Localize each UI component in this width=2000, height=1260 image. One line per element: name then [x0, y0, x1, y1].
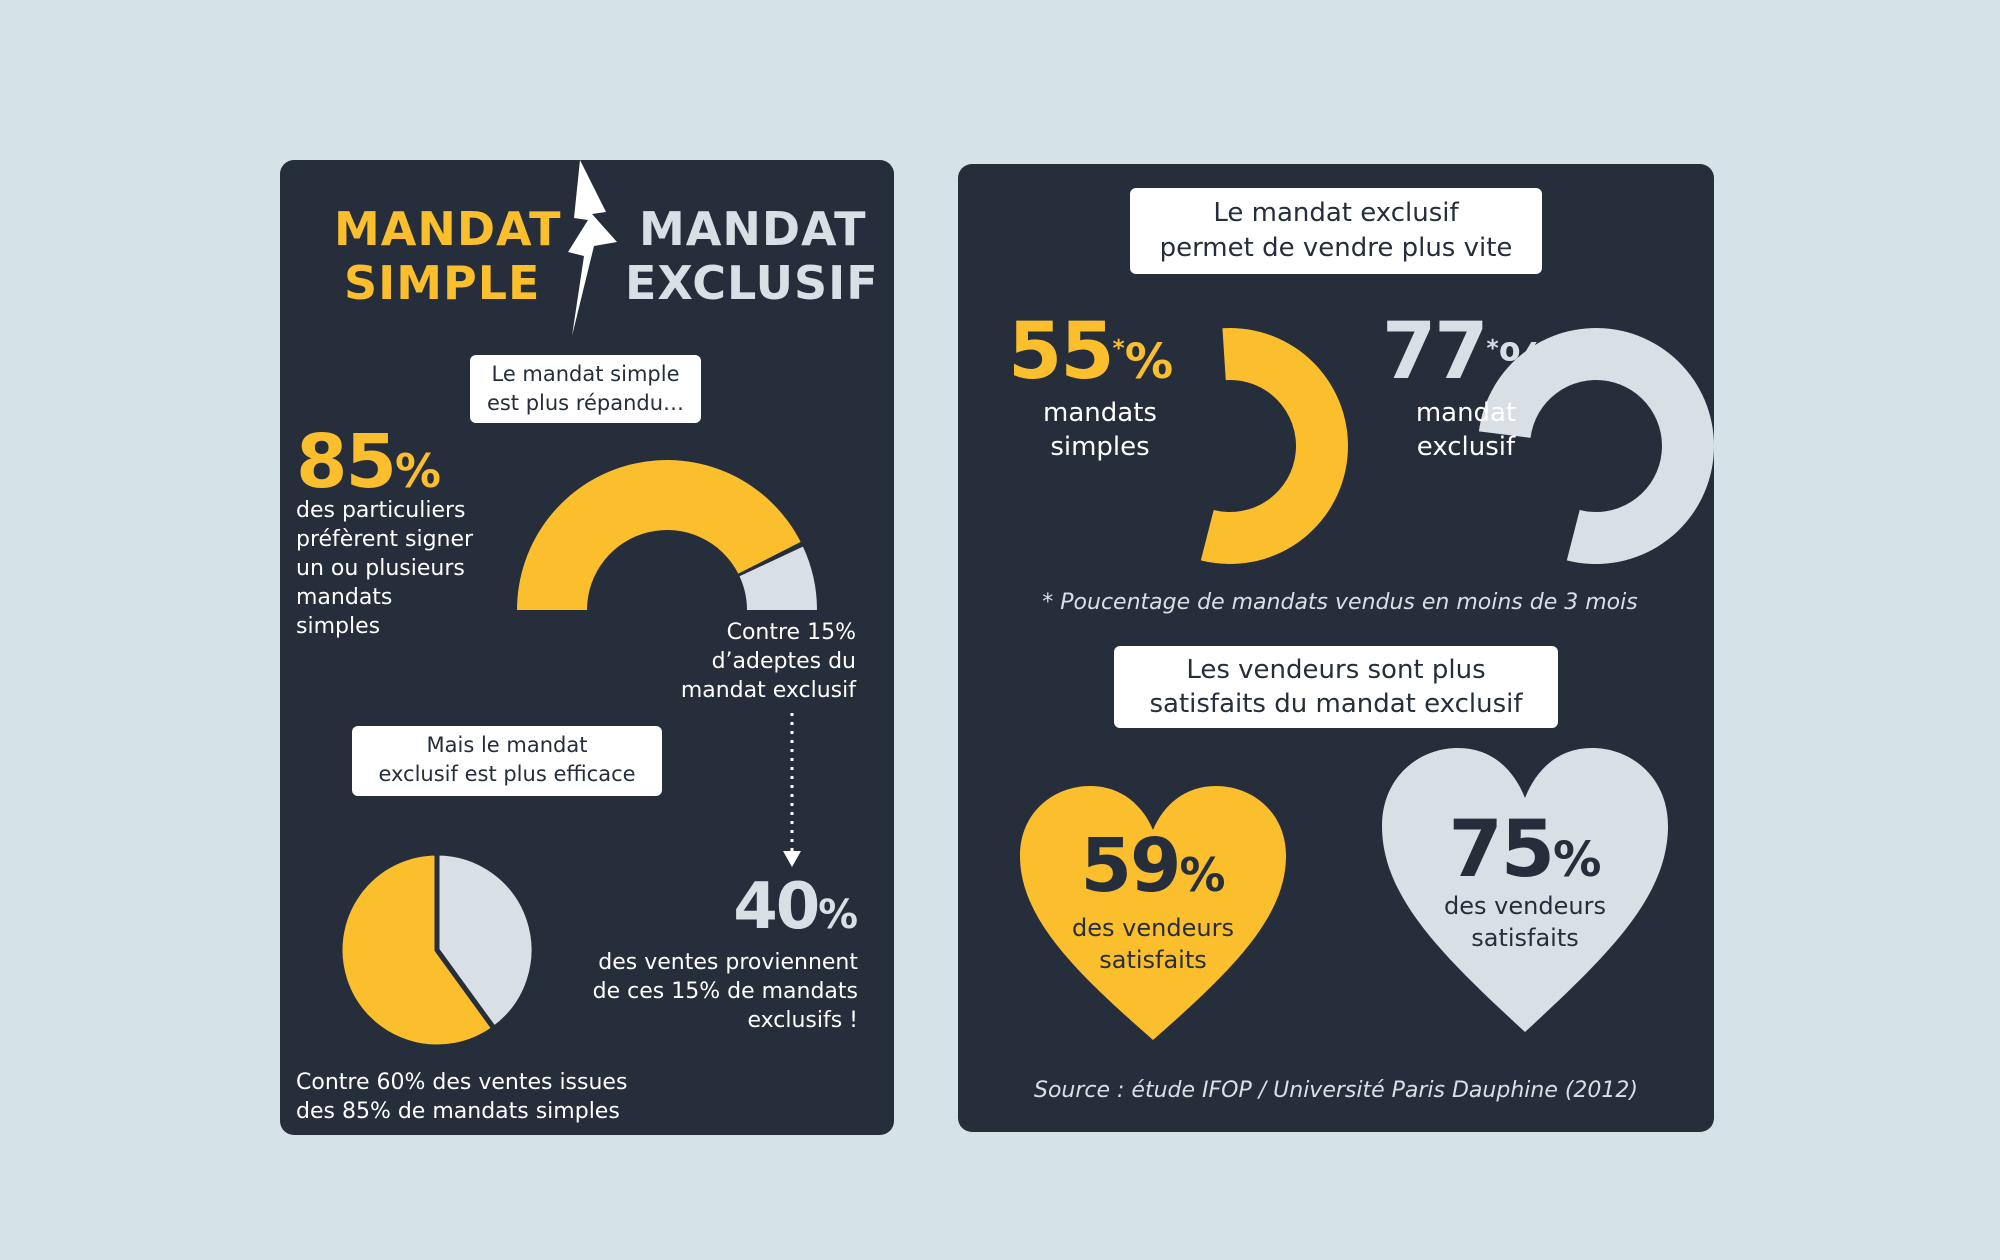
stat40-line1: des ventes proviennent	[598, 950, 858, 975]
stat-85-percent: 85%	[296, 422, 441, 511]
stat85-text-line4: mandats	[296, 585, 393, 610]
stat-75-unit: %	[1553, 832, 1602, 888]
stat-55-unit: %	[1124, 334, 1174, 390]
heart-yellow-shape	[1020, 786, 1286, 1040]
stat85-text-line2: préfèrent signer	[296, 527, 474, 552]
stat-55-number: 55	[1008, 307, 1115, 397]
pie-slice-simples	[337, 850, 497, 1050]
stat40-line2: de ces 15% de mandats	[592, 979, 858, 1004]
stat-77-unit: %	[1498, 334, 1548, 390]
stat75-label-line2: satisfaits	[1471, 924, 1579, 952]
right-callout2-line2: satisfaits du mandat exclusif	[1149, 689, 1523, 719]
stat-59-percent: 59%	[1018, 826, 1288, 915]
callout2-line2: exclusif est plus efficace	[378, 762, 636, 786]
stat-77-label: mandat exclusif	[1376, 396, 1556, 464]
stat75-label-line1: des vendeurs	[1444, 892, 1606, 920]
half-donut-slice-simple	[517, 460, 801, 610]
title-exclusif-line1: MANDAT	[639, 202, 867, 256]
donut-chart-77	[1478, 328, 1714, 564]
right-callout1-line2: permet de vendre plus vite	[1159, 233, 1513, 263]
stat77-label-line2: exclusif	[1416, 432, 1516, 462]
stat-75-label: des vendeurs satisfaits	[1380, 890, 1670, 954]
right-infographic-panel: Le mandat exclusif permet de vendre plus…	[958, 164, 1714, 1132]
stat59-label-line2: satisfaits	[1099, 946, 1207, 974]
stat-55-percent: 55*%	[1008, 310, 1173, 404]
callout2-line1: Mais le mandat	[426, 733, 588, 757]
stat-77-percent: 77*%	[1382, 310, 1547, 404]
left-infographic-panel: MANDAT SIMPLE MANDAT EXCLUSIF Le mandat …	[280, 160, 894, 1135]
stat77-label-line1: mandat	[1415, 398, 1517, 428]
callout-simple-repandu: Le mandat simple est plus répandu…	[470, 355, 701, 423]
stat-59-unit: %	[1179, 848, 1226, 902]
donut-55-arc	[1200, 328, 1348, 564]
stat-59-label: des vendeurs satisfaits	[1018, 912, 1288, 976]
stat40-line3: exclusifs !	[747, 1008, 858, 1033]
stat55-label-line1: mandats	[1043, 398, 1157, 428]
bottom-text-line2: des 85% de mandats simples	[296, 1099, 620, 1124]
donut-chart-55	[1200, 328, 1348, 564]
callout-vendre-plus-vite: Le mandat exclusif permet de vendre plus…	[1130, 188, 1542, 274]
stat-55-label: mandats simples	[1010, 396, 1190, 464]
stat-40-description: des ventes proviennent de ces 15% de man…	[506, 948, 858, 1035]
title-mandat-simple: MANDAT SIMPLE	[334, 202, 561, 310]
pie-slice-exclusifs	[434, 850, 537, 1031]
bottom-contre-60-text: Contre 60% des ventes issues des 85% de …	[296, 1068, 627, 1126]
stat85-text-line1: des particuliers	[296, 498, 466, 523]
contre15-line1: Contre 15%	[726, 620, 856, 645]
stat85-text-line5: simples	[296, 614, 381, 639]
heart-light-shape	[1382, 748, 1668, 1032]
stat-40-number: 40	[733, 870, 820, 944]
dotted-arrow-down-icon	[783, 713, 801, 867]
title-simple-line1: MANDAT	[334, 202, 562, 256]
contre15-line3: mandat exclusif	[680, 678, 856, 703]
stat-85-unit: %	[394, 444, 441, 498]
callout-vendeurs-satisfaits: Les vendeurs sont plus satisfaits du man…	[1114, 646, 1558, 728]
pie-chart-60-40	[337, 850, 537, 1050]
stat-75-number: 75	[1448, 805, 1555, 895]
right-callout1-line1: Le mandat exclusif	[1213, 198, 1459, 228]
lightning-bolt-icon	[568, 160, 617, 336]
contre-15-description: Contre 15% d’adeptes du mandat exclusif	[556, 618, 856, 705]
right-callout2-line1: Les vendeurs sont plus	[1186, 655, 1486, 685]
half-donut-chart-85-15	[517, 460, 817, 610]
stat-77-number: 77	[1382, 307, 1489, 397]
stat-55-asterisk: *	[1112, 334, 1125, 362]
donut-77-arc	[1478, 328, 1714, 564]
callout1-line1: Le mandat simple	[491, 362, 680, 386]
title-mandat-exclusif: MANDAT EXCLUSIF	[625, 202, 879, 310]
stat-40-percent: 40%	[732, 872, 858, 950]
half-donut-slice-exclusif	[739, 546, 817, 610]
contre15-line2: d’adeptes du	[711, 649, 856, 674]
footnote-pourcentage: * Poucentage de mandats vendus en moins …	[1042, 590, 1638, 615]
source-citation: Source : étude IFOP / Université Paris D…	[1033, 1078, 1639, 1103]
callout-exclusif-efficace: Mais le mandat exclusif est plus efficac…	[352, 726, 662, 796]
stat-59-number: 59	[1080, 823, 1182, 909]
bottom-text-line1: Contre 60% des ventes issues	[296, 1070, 628, 1095]
title-exclusif-line2: EXCLUSIF	[625, 256, 879, 310]
stat-75-percent: 75%	[1380, 808, 1670, 902]
stat55-label-line2: simples	[1050, 432, 1150, 462]
stat59-label-line1: des vendeurs	[1072, 914, 1234, 942]
stat-40-unit: %	[818, 892, 858, 938]
stat-85-number: 85	[296, 419, 397, 505]
callout1-line2: est plus répandu…	[486, 391, 685, 415]
stat-85-description: des particuliers préfèrent signer un ou …	[296, 496, 473, 641]
stat-77-asterisk: *	[1486, 334, 1499, 362]
stat85-text-line3: un ou plusieurs	[296, 556, 465, 581]
title-simple-line2: SIMPLE	[344, 256, 541, 310]
